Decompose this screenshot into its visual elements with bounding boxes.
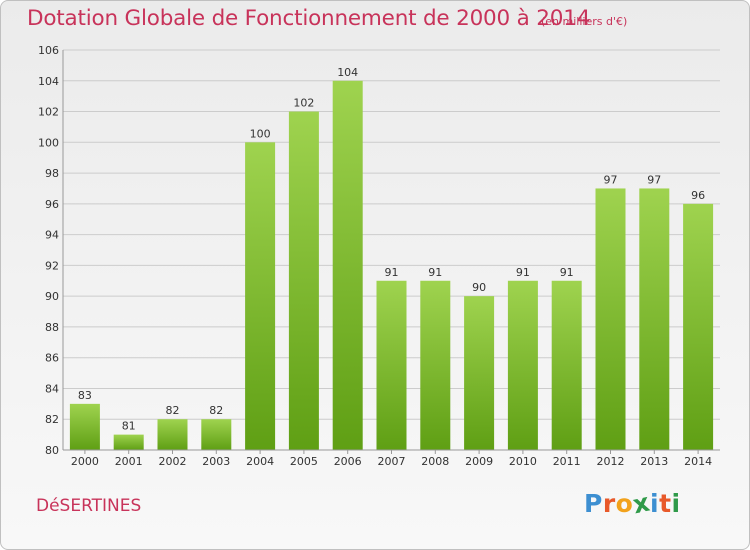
bar [639,188,670,450]
logo-letter: r [602,489,616,518]
y-tick-label: 82 [45,413,59,426]
y-tick-label: 106 [38,44,59,57]
x-tick-label: 2008 [421,455,449,468]
chart-subtitle: (en milliers d'€) [541,15,628,28]
bar [507,280,538,450]
bar [595,188,626,450]
commune-name: DéSERTINES [36,496,142,516]
y-tick-label: 100 [38,136,59,149]
bar-value-label: 81 [122,420,136,433]
bar [551,280,582,450]
bar-value-label: 82 [166,404,180,417]
x-tick-label: 2007 [378,455,406,468]
bar [69,403,100,450]
y-tick-label: 92 [45,259,59,272]
bar-value-label: 97 [647,173,661,186]
bar-value-label: 97 [604,173,618,186]
bar [201,419,232,450]
bar-value-label: 90 [472,281,486,294]
bar [157,419,188,450]
bar [113,434,144,450]
bar-value-label: 91 [428,266,442,279]
x-tick-label: 2005 [290,455,318,468]
logo-letter: t [659,489,672,518]
y-tick-label: 84 [45,382,59,395]
logo-letter: P [584,489,603,518]
bar-value-label: 91 [385,266,399,279]
bar [288,111,319,451]
x-tick-label: 2001 [115,455,143,468]
y-tick-label: 104 [38,75,59,88]
y-tick-label: 90 [45,290,59,303]
chart-title: Dotation Globale de Fonctionnement de 20… [27,6,591,31]
logo-letter: i [650,489,660,518]
y-tick-label: 102 [38,106,59,119]
x-tick-label: 2013 [640,455,668,468]
x-tick-label: 2004 [246,455,274,468]
bar-value-label: 91 [560,266,574,279]
bar [464,296,495,450]
x-tick-label: 2009 [465,455,493,468]
y-tick-label: 98 [45,167,59,180]
x-tick-label: 2002 [159,455,187,468]
x-tick-label: 2012 [597,455,625,468]
bar [376,280,407,450]
bar-value-label: 96 [691,189,705,202]
x-tick-label: 2000 [71,455,99,468]
bar-value-label: 100 [250,127,271,140]
x-tick-label: 2010 [509,455,537,468]
y-tick-label: 88 [45,321,59,334]
x-tick-label: 2006 [334,455,362,468]
x-tick-label: 2014 [684,455,712,468]
logo-letter: i [671,489,681,518]
bar [332,80,363,451]
y-tick-label: 96 [45,198,59,211]
y-tick-label: 80 [45,444,59,457]
x-tick-label: 2011 [553,455,581,468]
bar-value-label: 91 [516,266,530,279]
bar-value-label: 83 [78,389,92,402]
y-tick-label: 94 [45,229,59,242]
x-tick-label: 2003 [202,455,230,468]
proxiti-logo: Proxiti [584,488,681,520]
y-tick-label: 86 [45,352,59,365]
bar [245,142,276,451]
bar-value-label: 102 [293,97,314,110]
bar [420,280,451,450]
bar-value-label: 104 [337,66,358,79]
bar-value-label: 82 [209,404,223,417]
bar [683,203,714,450]
logo-letter: o [615,489,634,518]
